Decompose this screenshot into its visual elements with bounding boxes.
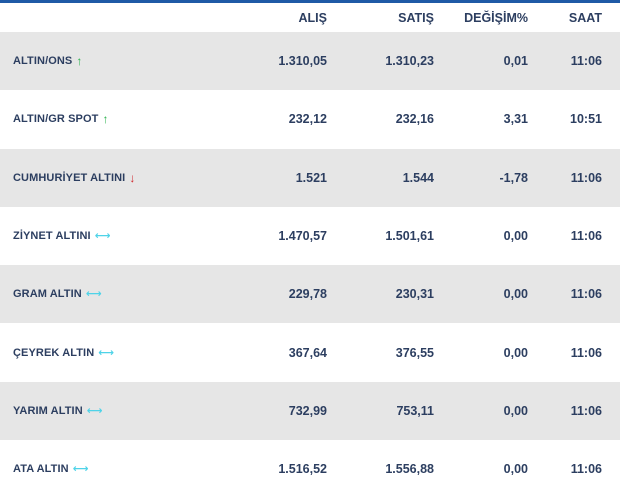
sell-price-cell: 753,11 xyxy=(396,403,434,418)
update-time-cell: 11:06 xyxy=(570,170,602,185)
table-row[interactable]: ATA ALTIN ⟷ 1.516,52 1.556,88 0,00 11:06 xyxy=(0,440,620,499)
table-row[interactable]: YARIM ALTIN ⟷ 732,99 753,11 0,00 11:06 xyxy=(0,381,620,441)
update-time-cell: 11:06 xyxy=(570,229,602,244)
change-percent-cell: 0,01 xyxy=(503,54,528,69)
buy-price-cell: 232,12 xyxy=(288,112,327,127)
instrument-cell[interactable]: ZİYNET ALTINI ⟷ xyxy=(0,207,235,265)
arrow-flat-icon: ⟷ xyxy=(72,463,89,476)
instrument-name[interactable]: ÇEYREK ALTIN xyxy=(13,346,95,359)
top-accent-border xyxy=(0,0,620,3)
instrument-cell[interactable]: ALTIN/GR SPOT ↑ xyxy=(0,90,235,148)
sell-price-cell: 1.556,88 xyxy=(385,462,434,477)
buy-price-cell: 732,99 xyxy=(288,403,327,418)
instrument-cell[interactable]: ÇEYREK ALTIN ⟷ xyxy=(0,323,235,381)
arrow-up-icon: ↑ xyxy=(76,54,83,69)
buy-price-cell: 1.521 xyxy=(295,170,327,185)
instrument-cell[interactable]: CUMHURİYET ALTINI ↓ xyxy=(0,149,235,207)
change-percent-cell: 0,00 xyxy=(503,462,528,477)
arrow-flat-icon: ⟷ xyxy=(98,346,115,359)
table-row[interactable]: CUMHURİYET ALTINI ↓ 1.521 1.544 -1,78 11:06 xyxy=(0,148,620,207)
change-percent-cell: 0,00 xyxy=(503,403,528,418)
sell-price-cell: 1.544 xyxy=(402,170,434,185)
header-row: ALIŞ SATIŞ DEĞİŞİM% SAAT xyxy=(0,3,620,32)
header-change: DEĞİŞİM% xyxy=(464,10,528,25)
instrument-name[interactable]: ALTIN/ONS xyxy=(13,55,73,68)
gold-price-table: ALIŞ SATIŞ DEĞİŞİM% SAAT ALTIN/ONS ↑ 1.310… xyxy=(0,3,620,499)
table-row[interactable]: ALTIN/GR SPOT ↑ 232,12 232,16 3,31 10:51 xyxy=(0,90,620,149)
update-time-cell: 11:06 xyxy=(570,345,602,360)
table-row[interactable]: ÇEYREK ALTIN ⟷ 367,64 376,55 0,00 11:06 xyxy=(0,323,620,382)
buy-price-cell: 367,64 xyxy=(288,345,327,360)
sell-price-cell: 376,55 xyxy=(395,345,434,360)
buy-price-cell: 1.470,57 xyxy=(278,229,327,244)
instrument-cell[interactable]: YARIM ALTIN ⟷ xyxy=(0,382,235,440)
arrow-flat-icon: ⟷ xyxy=(94,230,111,243)
instrument-name[interactable]: ALTIN/GR SPOT xyxy=(13,113,99,126)
buy-price-cell: 229,78 xyxy=(288,287,327,302)
change-percent-cell: -1,78 xyxy=(499,170,529,185)
sell-price-cell: 230,31 xyxy=(395,287,434,302)
arrow-flat-icon: ⟷ xyxy=(86,404,103,417)
change-percent-cell: 0,00 xyxy=(503,287,528,302)
update-time-cell: 10:51 xyxy=(570,112,602,127)
instrument-name[interactable]: CUMHURİYET ALTINI xyxy=(13,171,126,184)
instrument-name[interactable]: GRAM ALTIN xyxy=(13,288,82,301)
header-sell: SATIŞ xyxy=(398,10,434,25)
change-percent-cell: 0,00 xyxy=(503,229,528,244)
update-time-cell: 11:06 xyxy=(570,287,602,302)
header-time: SAAT xyxy=(568,10,602,25)
instrument-name[interactable]: ZİYNET ALTINI xyxy=(13,230,91,243)
instrument-cell[interactable]: ALTIN/ONS ↑ xyxy=(0,32,235,90)
update-time-cell: 11:06 xyxy=(570,403,602,418)
buy-price-cell: 1.516,52 xyxy=(278,462,327,477)
sell-price-cell: 1.310,23 xyxy=(385,54,434,69)
sell-price-cell: 232,16 xyxy=(395,112,434,127)
table-body: ALTIN/ONS ↑ 1.310,05 1.310,23 0,01 11:06 ALTIN… xyxy=(0,32,620,499)
instrument-name[interactable]: YARIM ALTIN xyxy=(13,404,83,417)
arrow-flat-icon: ⟷ xyxy=(85,288,102,301)
table-row[interactable]: ALTIN/ONS ↑ 1.310,05 1.310,23 0,01 11:06 xyxy=(0,32,620,91)
change-percent-cell: 3,31 xyxy=(503,112,528,127)
sell-price-cell: 1.501,61 xyxy=(385,229,434,244)
header-buy: ALIŞ xyxy=(298,10,327,25)
update-time-cell: 11:06 xyxy=(570,54,602,69)
arrow-down-icon: ↓ xyxy=(129,170,136,185)
table-row[interactable]: ZİYNET ALTINI ⟷ 1.470,57 1.501,61 0,00 11:06 xyxy=(0,206,620,266)
header-name xyxy=(0,3,235,32)
update-time-cell: 11:06 xyxy=(570,462,602,477)
instrument-name[interactable]: ATA ALTIN xyxy=(13,463,69,476)
table-row[interactable]: GRAM ALTIN ⟷ 229,78 230,31 0,00 11:06 xyxy=(0,265,620,324)
change-percent-cell: 0,00 xyxy=(503,345,528,360)
arrow-up-icon: ↑ xyxy=(102,112,109,127)
instrument-cell[interactable]: GRAM ALTIN ⟷ xyxy=(0,265,235,323)
table-header: ALIŞ SATIŞ DEĞİŞİM% SAAT xyxy=(0,3,620,32)
buy-price-cell: 1.310,05 xyxy=(278,54,327,69)
instrument-cell[interactable]: ATA ALTIN ⟷ xyxy=(0,440,235,498)
